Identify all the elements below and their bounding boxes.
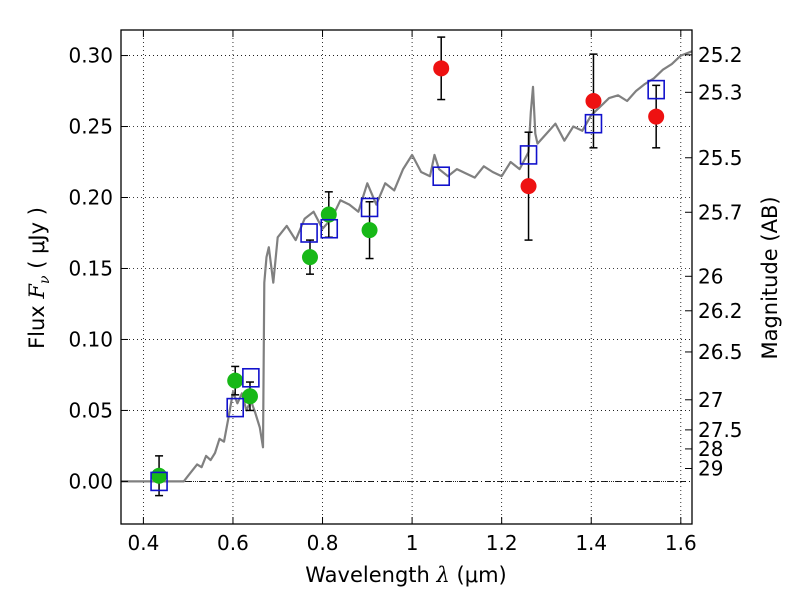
plot-area (121, 36, 692, 497)
green-data-point (301, 249, 318, 266)
model-photometry-square (584, 113, 603, 134)
red-data-point (648, 108, 665, 125)
plot-frame (120, 29, 693, 525)
y-tick-label: 0.25 (68, 115, 113, 139)
y-tick-label: 0.05 (68, 398, 113, 422)
mag-tick-label: 29 (698, 456, 723, 480)
x-tick-label: 1.6 (665, 531, 697, 555)
green-data-point (241, 388, 258, 405)
x-tick-label: 0.4 (127, 531, 159, 555)
model-photometry-square (226, 397, 244, 418)
y-tick-label: 0.30 (68, 44, 113, 68)
y-axis-label: Flux Fν ( μJy ) (25, 207, 53, 349)
model-photometry-square (150, 471, 168, 492)
mag-tick-label: 26.2 (698, 299, 743, 323)
green-data-point (151, 467, 168, 484)
green-data-point (227, 372, 244, 389)
x-tick-label: 1 (406, 531, 419, 555)
axis-ticks: 0.4 0.6 0.8 1 1.2 1.4 1.6 0.00 0.05 0.10 0.15 0.20 0… (68, 30, 743, 555)
model-photometry-square (432, 166, 451, 187)
model-photometry-square (300, 223, 318, 243)
x-tick-label: 0.6 (217, 531, 249, 555)
red-data-point (585, 92, 602, 109)
model-spectrum-line (121, 50, 692, 483)
mag-tick-label: 27 (698, 388, 723, 412)
x-tick-label: 1.4 (575, 531, 607, 555)
magnitude-axis-label: Magnitude (AB) (758, 196, 782, 359)
model-photometry-square (320, 218, 339, 239)
y-tick-label: 0.00 (68, 469, 113, 493)
x-axis-label: Wavelength λ (μm) (305, 563, 506, 587)
model-photometry-square (647, 79, 665, 100)
model-photometry-square (360, 197, 379, 218)
mag-tick-label: 26.5 (698, 340, 743, 364)
x-tick-label: 0.8 (307, 531, 339, 555)
model-photometry-square (519, 145, 538, 165)
mag-tick-label: 27.5 (698, 418, 743, 442)
y-tick-label: 0.15 (68, 256, 113, 280)
x-tick-label: 1.2 (486, 531, 518, 555)
red-data-point (520, 178, 537, 195)
model-photometry-square (242, 367, 260, 388)
y-tick-label: 0.10 (68, 327, 113, 351)
mag-tick-label: 28 (698, 437, 723, 461)
grid-lines (121, 30, 692, 524)
mag-tick-label: 25.7 (698, 200, 743, 224)
mag-tick-label: 25.2 (698, 43, 743, 67)
green-data-point (361, 222, 378, 239)
mag-tick-label: 25.5 (698, 146, 743, 170)
green-data-point (320, 206, 337, 223)
mag-tick-label: 26 (698, 264, 723, 288)
y-tick-label: 0.20 (68, 186, 113, 210)
red-data-point (433, 60, 450, 77)
mag-tick-label: 25.3 (698, 80, 743, 104)
